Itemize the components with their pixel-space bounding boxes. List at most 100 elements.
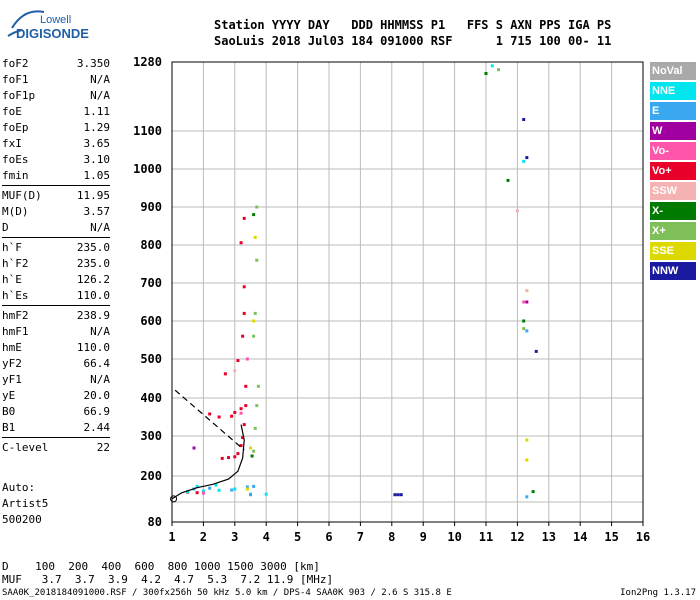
polarization-legend: NoVal NNE E W Vo- Vo+ SSW X- X+ SSE NNW <box>650 62 696 282</box>
data-point <box>249 446 252 450</box>
x-tick-label: 7 <box>357 530 364 544</box>
y-tick-label: 1000 <box>133 162 162 176</box>
param-value: 11.95 <box>76 189 110 202</box>
param-row: h`E 126.2 <box>2 272 110 288</box>
legend-item: NoVal <box>650 62 696 80</box>
param-key: foF2 <box>2 57 29 70</box>
data-point <box>241 334 245 338</box>
param-row: yF2 66.4 <box>2 356 110 372</box>
data-point <box>192 446 196 450</box>
x-tick-label: 4 <box>263 530 270 544</box>
legend-item: W <box>650 122 696 140</box>
data-point <box>239 444 243 448</box>
param-row: yE 20.0 <box>2 388 110 404</box>
data-point <box>399 493 403 497</box>
data-point <box>497 68 501 72</box>
param-value: 1.29 <box>83 121 111 134</box>
param-key: yF1 <box>2 373 22 386</box>
param-key: fmin <box>2 169 29 182</box>
y-tick-label: 400 <box>140 391 162 405</box>
data-point <box>242 285 246 289</box>
data-point <box>252 319 256 323</box>
topside-extrapolation <box>174 389 245 451</box>
logo-swoosh-icon <box>7 10 45 37</box>
param-row: foF1 N/A <box>2 72 110 88</box>
param-value: 20.0 <box>83 389 111 402</box>
legend-item: NNE <box>650 82 696 100</box>
chart-grid <box>171 61 644 523</box>
data-point <box>233 487 237 491</box>
param-key: h`F2 <box>2 257 29 270</box>
legend-item: SSW <box>650 182 696 200</box>
data-point <box>242 311 246 315</box>
data-point <box>522 327 526 331</box>
param-value: N/A <box>90 325 110 338</box>
data-point <box>253 426 257 430</box>
y-tick-label: 500 <box>140 352 162 366</box>
param-value: 22 <box>96 441 110 454</box>
data-point <box>522 159 526 163</box>
x-tick-label: 11 <box>479 530 493 544</box>
param-key: h`F <box>2 241 22 254</box>
chart-marks <box>186 64 538 499</box>
data-point <box>252 449 256 453</box>
legend-item: Vo- <box>650 142 696 160</box>
data-point <box>396 493 400 497</box>
x-tick-label: 15 <box>604 530 618 544</box>
param-value: N/A <box>90 373 110 386</box>
data-point <box>208 412 212 416</box>
x-tick-label: 3 <box>231 530 238 544</box>
data-point <box>233 410 237 414</box>
legend-item: NNW <box>650 262 696 280</box>
header-row2: SaoLuis 2018 Jul03 184 091000 RSF 1 715 … <box>214 34 612 48</box>
x-tick-label: 6 <box>325 530 332 544</box>
y-tick-label: 300 <box>140 429 162 443</box>
x-tick-label: 1 <box>168 530 175 544</box>
param-key: foE <box>2 105 22 118</box>
fmin-marker <box>170 495 178 503</box>
param-key: C-level <box>2 441 49 454</box>
data-point <box>525 156 529 160</box>
data-point <box>255 404 259 408</box>
y-tick-label: 900 <box>140 200 162 214</box>
data-point <box>525 458 529 462</box>
param-key: B0 <box>2 405 16 418</box>
data-point <box>252 484 256 488</box>
param-row: yF1 N/A <box>2 372 110 388</box>
x-tick-label: 13 <box>542 530 556 544</box>
data-point <box>244 384 248 388</box>
logo-line1: Lowell <box>40 14 72 26</box>
file-info: SAA0K_2018184091000.RSF / 300fx256h 50 k… <box>2 588 452 598</box>
data-point <box>201 491 205 495</box>
data-point <box>255 205 259 209</box>
param-value: 66.9 <box>83 405 111 418</box>
param-row: foEs 3.10 <box>2 152 110 168</box>
data-point <box>245 357 249 361</box>
auto-program: Artist5 <box>2 497 49 510</box>
chart-ticks: 1 2 3 4 5 6 7 8 9 10 11 12 13 14 15 1680200300400500600… <box>133 55 650 544</box>
data-point <box>522 300 526 304</box>
param-value: 235.0 <box>76 257 110 270</box>
y-tick-label: 1100 <box>133 124 162 138</box>
data-point <box>239 407 243 411</box>
divider <box>2 305 110 306</box>
param-value: 235.0 <box>76 241 110 254</box>
legend-item: SSE <box>650 242 696 260</box>
param-key: D <box>2 221 9 234</box>
data-point <box>186 490 190 494</box>
param-row: fxI 3.65 <box>2 136 110 152</box>
legend-item: Vo+ <box>650 162 696 180</box>
divider <box>2 437 110 438</box>
data-point <box>217 415 221 419</box>
data-point <box>255 258 259 262</box>
divider <box>2 185 110 186</box>
data-point <box>525 329 529 333</box>
param-row: M(D) 3.57 <box>2 204 110 220</box>
data-point <box>223 372 227 376</box>
scaled-parameters-panel: foF2 3.350 foF1 N/A foF1p N/A foE 1.11 foEp 1… <box>2 56 110 456</box>
param-value: 3.10 <box>83 153 111 166</box>
param-key: foF1p <box>2 89 36 102</box>
param-key: h`Es <box>2 289 29 302</box>
data-point <box>525 438 529 442</box>
data-point <box>236 452 240 456</box>
